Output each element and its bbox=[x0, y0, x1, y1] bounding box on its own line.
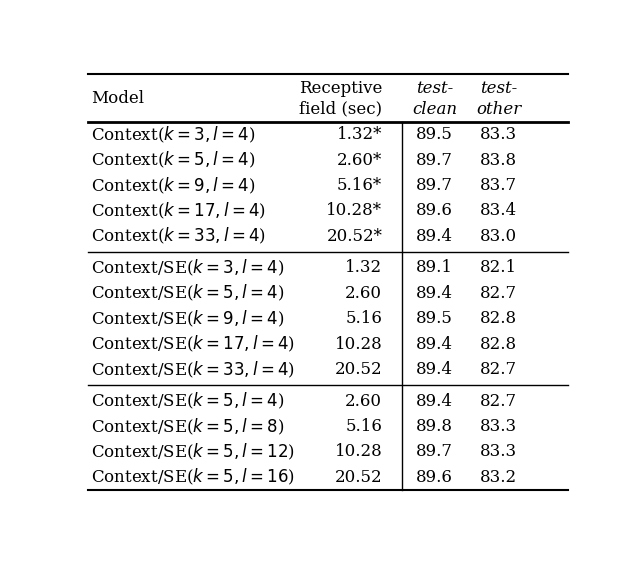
Text: 83.4: 83.4 bbox=[480, 203, 517, 219]
Text: 89.7: 89.7 bbox=[416, 444, 453, 460]
Text: 20.52*: 20.52* bbox=[326, 228, 382, 245]
Text: Context($k=17, l=4$): Context($k=17, l=4$) bbox=[91, 201, 266, 221]
Text: 89.4: 89.4 bbox=[416, 285, 453, 302]
Text: 5.16*: 5.16* bbox=[337, 177, 382, 194]
Text: Model: Model bbox=[91, 91, 144, 107]
Text: Context($k=9, l=4$): Context($k=9, l=4$) bbox=[91, 176, 255, 196]
Text: 89.7: 89.7 bbox=[416, 152, 453, 169]
Text: 83.8: 83.8 bbox=[480, 152, 517, 169]
Text: 89.4: 89.4 bbox=[416, 393, 453, 410]
Text: Context($k=3, l=4$): Context($k=3, l=4$) bbox=[91, 125, 255, 145]
Text: 1.32: 1.32 bbox=[345, 259, 382, 277]
Text: Context/SE($k=5, l=4$): Context/SE($k=5, l=4$) bbox=[91, 391, 284, 411]
Text: 89.7: 89.7 bbox=[416, 177, 453, 194]
Text: 10.28*: 10.28* bbox=[326, 203, 382, 219]
Text: 89.4: 89.4 bbox=[416, 361, 453, 378]
Text: 82.7: 82.7 bbox=[480, 393, 517, 410]
Text: 5.16: 5.16 bbox=[346, 418, 382, 435]
Text: test-
other: test- other bbox=[476, 80, 521, 118]
Text: 83.3: 83.3 bbox=[480, 126, 517, 144]
Text: 5.16: 5.16 bbox=[346, 310, 382, 327]
Text: 89.5: 89.5 bbox=[416, 126, 453, 144]
Text: 82.8: 82.8 bbox=[480, 336, 517, 352]
Text: Context($k=33, l=4$): Context($k=33, l=4$) bbox=[91, 226, 266, 246]
Text: 83.3: 83.3 bbox=[480, 444, 517, 460]
Text: 20.52: 20.52 bbox=[335, 469, 382, 486]
Text: 10.28: 10.28 bbox=[335, 336, 382, 352]
Text: 1.32*: 1.32* bbox=[337, 126, 382, 144]
Text: 2.60: 2.60 bbox=[345, 285, 382, 302]
Text: Context/SE($k=5, l=12$): Context/SE($k=5, l=12$) bbox=[91, 442, 295, 462]
Text: 82.1: 82.1 bbox=[480, 259, 517, 277]
Text: Context/SE($k=9, l=4$): Context/SE($k=9, l=4$) bbox=[91, 309, 284, 329]
Text: 89.4: 89.4 bbox=[416, 336, 453, 352]
Text: 89.8: 89.8 bbox=[416, 418, 453, 435]
Text: 83.7: 83.7 bbox=[480, 177, 517, 194]
Text: Context/SE($k=5, l=8$): Context/SE($k=5, l=8$) bbox=[91, 416, 284, 437]
Text: 20.52: 20.52 bbox=[335, 361, 382, 378]
Text: 2.60*: 2.60* bbox=[337, 152, 382, 169]
Text: 89.6: 89.6 bbox=[416, 469, 453, 486]
Text: 89.6: 89.6 bbox=[416, 203, 453, 219]
Text: 82.7: 82.7 bbox=[480, 285, 517, 302]
Text: 10.28: 10.28 bbox=[335, 444, 382, 460]
Text: Context/SE($k=33, l=4$): Context/SE($k=33, l=4$) bbox=[91, 359, 295, 379]
Text: 2.60: 2.60 bbox=[345, 393, 382, 410]
Text: 83.3: 83.3 bbox=[480, 418, 517, 435]
Text: 82.8: 82.8 bbox=[480, 310, 517, 327]
Text: 89.5: 89.5 bbox=[416, 310, 453, 327]
Text: 82.7: 82.7 bbox=[480, 361, 517, 378]
Text: Context/SE($k=17, l=4$): Context/SE($k=17, l=4$) bbox=[91, 334, 295, 354]
Text: 83.0: 83.0 bbox=[480, 228, 517, 245]
Text: 89.1: 89.1 bbox=[416, 259, 453, 277]
Text: test-
clean: test- clean bbox=[412, 80, 457, 118]
Text: Context/SE($k=5, l=16$): Context/SE($k=5, l=16$) bbox=[91, 467, 295, 487]
Text: Context/SE($k=3, l=4$): Context/SE($k=3, l=4$) bbox=[91, 258, 284, 278]
Text: Receptive
field (sec): Receptive field (sec) bbox=[299, 80, 382, 118]
Text: Context($k=5, l=4$): Context($k=5, l=4$) bbox=[91, 150, 255, 170]
Text: 89.4: 89.4 bbox=[416, 228, 453, 245]
Text: 83.2: 83.2 bbox=[480, 469, 517, 486]
Text: Context/SE($k=5, l=4$): Context/SE($k=5, l=4$) bbox=[91, 283, 284, 304]
